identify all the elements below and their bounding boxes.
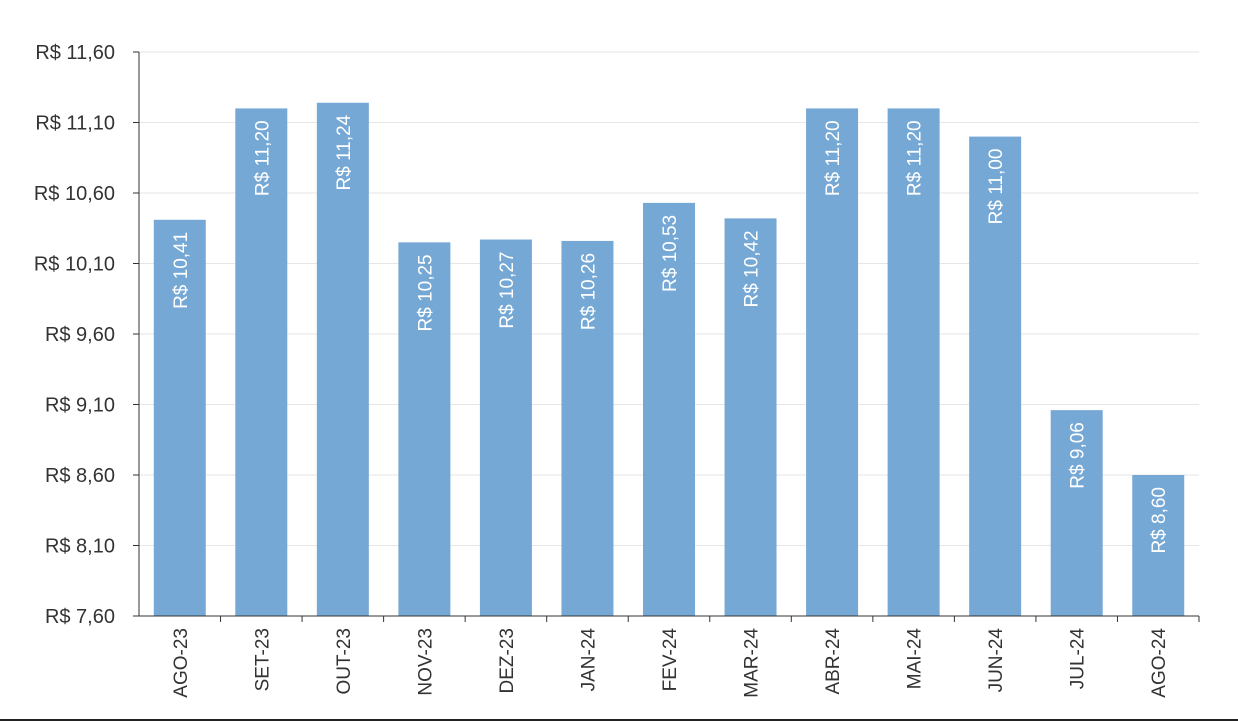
- data-labels: R$ 10,41 R$ 11,20 R$ 11,24 R$ 10,25 R$ 10,27…: [171, 114, 1170, 553]
- data-label: R$ 10,25: [415, 254, 436, 331]
- x-tick-label: AGO-23: [171, 628, 192, 698]
- data-label: R$ 10,26: [578, 253, 599, 330]
- data-label: R$ 11,20: [823, 120, 844, 196]
- bar-mai-24: [887, 108, 940, 617]
- y-tick-label: R$ 10,60: [34, 183, 115, 205]
- x-tick-label: MAI-24: [905, 628, 926, 690]
- x-tick-label: ABR-24: [823, 628, 844, 695]
- x-tick-label: SET-23: [252, 628, 273, 691]
- bar-jul-24: [1050, 410, 1103, 616]
- bar-dez-23: [479, 239, 532, 616]
- bar-ago-24: [1132, 475, 1185, 616]
- bar-abr-24: [806, 108, 859, 617]
- y-tick-label: R$ 9,60: [45, 324, 115, 346]
- data-label: R$ 11,24: [334, 114, 355, 190]
- x-tick-label: JAN-24: [578, 628, 599, 692]
- data-label: R$ 8,60: [1149, 487, 1170, 554]
- y-tick-label: R$ 8,60: [45, 465, 115, 487]
- y-tick-label: R$ 11,60: [35, 42, 115, 64]
- x-tick-label: MAR-24: [742, 628, 763, 698]
- data-label: R$ 10,27: [497, 252, 518, 329]
- x-axis-ticks: AGO-23 SET-23 OUT-23 NOV-23 DEZ-23 JAN-24 FEV-…: [171, 616, 1200, 698]
- data-label: R$ 10,42: [742, 230, 763, 307]
- data-label: R$ 11,20: [905, 120, 926, 196]
- y-tick-label: R$ 10,10: [34, 254, 115, 276]
- x-tick-label: AGO-24: [1149, 628, 1170, 698]
- bar-out-23: [316, 102, 369, 616]
- y-tick-label: R$ 11,10: [35, 113, 115, 135]
- bar-ago-23: [153, 219, 206, 617]
- bar-mar-24: [724, 218, 777, 616]
- y-tick-label: R$ 7,60: [45, 606, 115, 628]
- y-tick-label: R$ 9,10: [45, 395, 115, 417]
- bar-set-23: [235, 108, 288, 617]
- x-tick-label: JUN-24: [986, 628, 1007, 693]
- data-label: R$ 10,41: [171, 232, 192, 309]
- data-label: R$ 11,00: [986, 149, 1007, 225]
- y-tick-label: R$ 8,10: [45, 536, 115, 558]
- data-label: R$ 11,20: [252, 120, 273, 196]
- data-label: R$ 10,53: [660, 215, 681, 292]
- bar-jan-24: [561, 240, 614, 616]
- x-tick-label: NOV-23: [415, 628, 436, 696]
- y-axis-ticks: R$ 7,60 R$ 8,10 R$ 8,60 R$ 9,10 R$ 9,60 R$ 10…: [34, 42, 139, 628]
- x-tick-label: FEV-24: [660, 628, 681, 692]
- x-tick-label: OUT-23: [334, 628, 355, 695]
- bar-nov-23: [398, 242, 451, 616]
- data-label: R$ 9,06: [1068, 422, 1089, 489]
- bar-jun-24: [969, 136, 1022, 616]
- x-tick-label: JUL-24: [1068, 628, 1089, 690]
- x-tick-label: DEZ-23: [497, 628, 518, 693]
- bars: [153, 102, 1185, 617]
- bar-fev-24: [643, 202, 695, 616]
